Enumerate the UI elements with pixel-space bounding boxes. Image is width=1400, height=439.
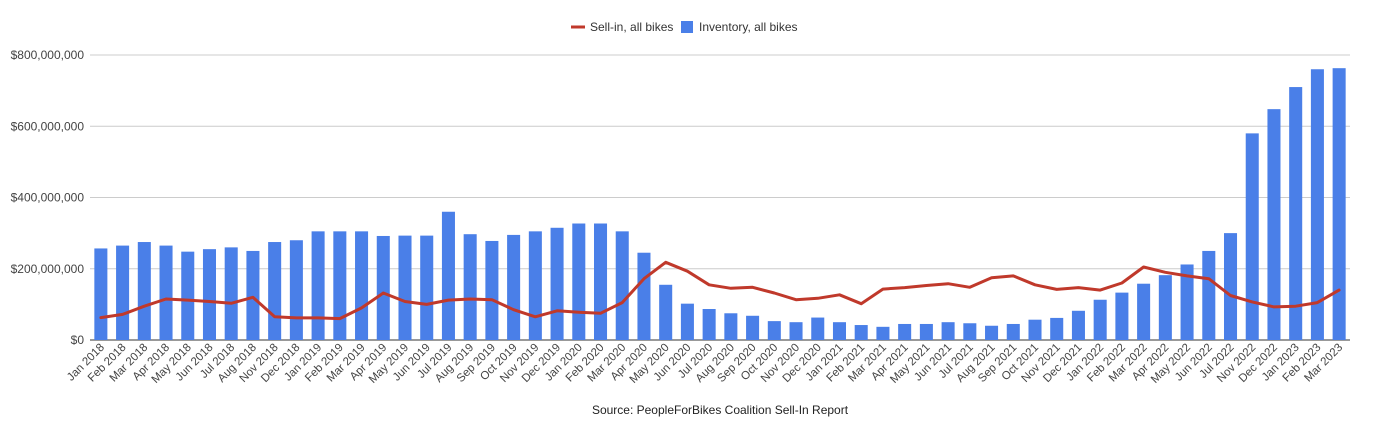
inventory-bar [1028,319,1042,340]
inventory-bar [268,242,282,340]
inventory-bar [1093,299,1107,340]
inventory-bar [1202,250,1216,340]
inventory-bar [159,245,173,340]
inventory-bar [441,211,455,340]
source-note: Source: PeopleForBikes Coalition Sell-In… [592,403,849,417]
inventory-bar [398,235,412,340]
y-tick-label: $800,000,000 [11,48,85,62]
inventory-bar [202,249,216,340]
inventory-bar [702,309,716,340]
inventory-bar [659,284,673,340]
inventory-bar [1137,283,1151,340]
inventory-bar [550,227,564,340]
inventory-bar [485,240,499,340]
inventory-bar [1267,109,1281,341]
inventory-bar [181,251,195,340]
inventory-bar [1050,317,1064,340]
inventory-bar [637,252,651,340]
inventory-bar [1158,275,1172,340]
y-tick-label: $400,000,000 [11,191,85,205]
legend-label-inventory: Inventory, all bikes [699,20,798,34]
legend-swatch-inventory [681,21,693,33]
inventory-bar [854,325,868,340]
inventory-bar [1006,323,1020,340]
inventory-bar [137,242,151,340]
legend: Sell-in, all bikes Inventory, all bikes [571,20,798,34]
inventory-bar [985,325,999,340]
inventory-bar [876,326,890,340]
inventory-bar [1289,87,1303,340]
inventory-bar [767,321,781,340]
inventory-bar [724,313,738,340]
inventory-bar [507,234,521,340]
inventory-bar [1180,264,1194,340]
inventory-bar [333,231,347,340]
inventory-bar [1115,292,1129,340]
inventory-bar [1310,69,1324,340]
inventory-bar [224,247,238,340]
inventory-bar [94,248,108,340]
inventory-bar [311,231,325,340]
inventory-bar [355,231,369,340]
inventory-bar [919,323,933,340]
inventory-bar [572,223,586,340]
sell-in-line-layer [99,260,1341,321]
inventory-bar [420,235,434,340]
inventory-bar [941,322,955,340]
legend-label-sell-in: Sell-in, all bikes [590,20,673,34]
inventory-bar [680,303,694,340]
inventory-bar [746,315,760,340]
inventory-bar [898,323,912,340]
inventory-bar [528,231,542,340]
inventory-bar [1332,68,1346,341]
inventory-bar [963,323,977,340]
inventory-bar [789,322,803,340]
sell-in-line [99,260,1341,321]
inventory-bar [376,235,390,340]
inventory-bar [832,322,846,340]
inventory-bar [1224,233,1238,340]
y-tick-label: $200,000,000 [11,262,85,276]
inventory-bar [1245,133,1259,340]
inventory-bars [94,68,1346,341]
inventory-bar [246,250,260,340]
inventory-bar [615,231,629,340]
inventory-bar [811,317,825,340]
inventory-bar [116,245,130,340]
y-tick-label: $600,000,000 [11,119,85,133]
inventory-bar [289,240,303,340]
inventory-bar [463,234,477,340]
inventory-bar [1071,310,1085,340]
y-tick-label: $0 [71,333,85,347]
inventory-bar [594,223,608,340]
